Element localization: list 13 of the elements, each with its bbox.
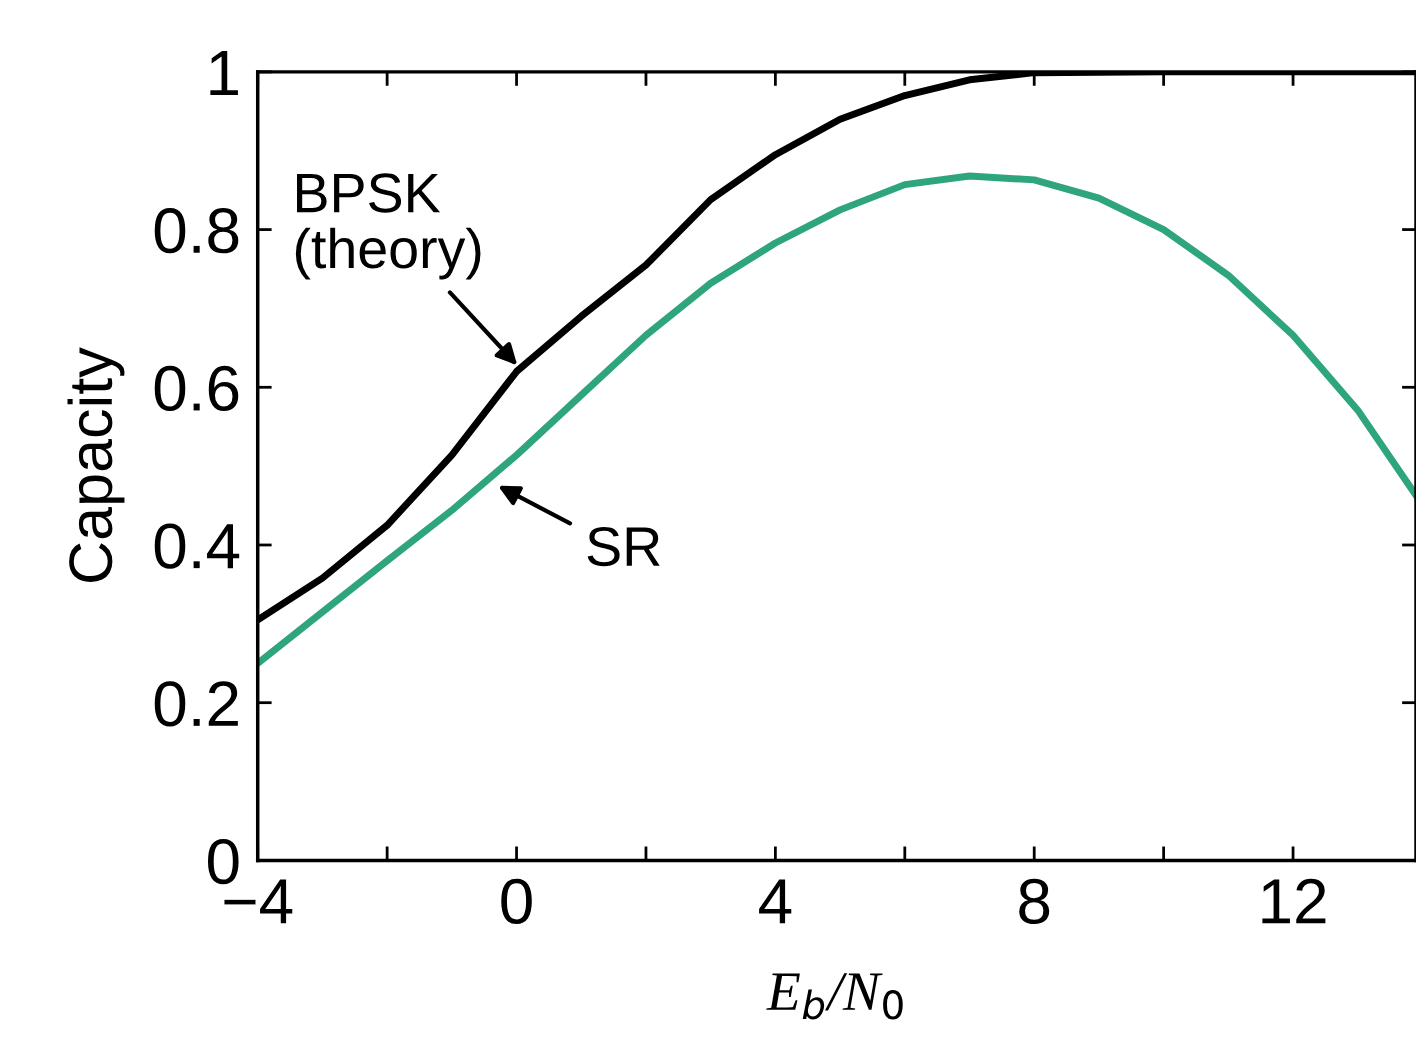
x-tick-label: 8 [1019,878,1050,924]
x-tick-label: 12 [1262,878,1326,924]
annotation: BPSK (theory) [295,173,481,280]
x-tick-label: 0 [501,878,532,924]
annotation: SR [587,526,660,567]
y-tick-label: 0.4 [154,523,240,569]
y-tick-label: 0.6 [154,365,239,412]
y-tick-label: 0.2 [154,681,238,727]
x-tick-label: 4 [759,879,792,924]
y-tick-label: 1 [210,51,238,96]
x-axis-title: E$_{b}$/N$_{0}$ [766,973,903,1020]
y-tick-label: 0.8 [154,208,239,254]
y-axis-title: Capacity [67,347,125,582]
